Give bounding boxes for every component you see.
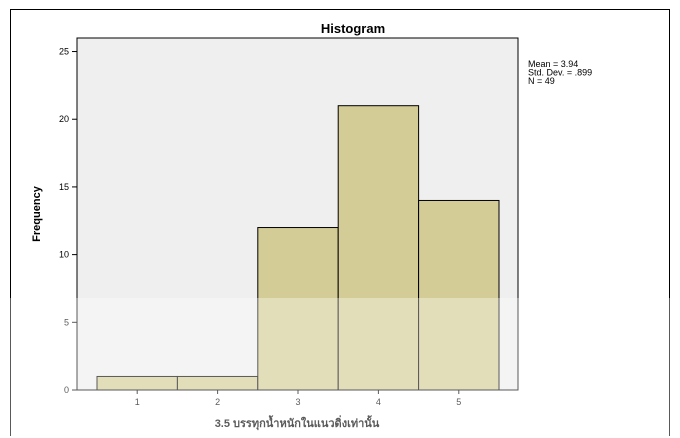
- y-axis-label: Frequency: [31, 185, 43, 242]
- histogram-bar: [257, 227, 339, 391]
- y-tick-label: 0: [64, 385, 69, 395]
- stats-line: N = 49: [528, 76, 555, 86]
- x-tick-label: 1: [135, 397, 140, 407]
- x-axis-label: 3.5 บรรทุกน้ำหนักในแนวดิ่งเท่านั้น: [215, 415, 380, 431]
- histogram-bar: [176, 375, 259, 391]
- y-tick-label: 25: [59, 47, 69, 57]
- histogram-bar: [96, 375, 178, 391]
- stats-line: Mean = 3.94: [528, 59, 578, 69]
- stats-line: Std. Dev. = .899: [528, 68, 592, 78]
- x-tick-label: 5: [456, 397, 461, 407]
- x-tick-label: 3: [295, 397, 300, 407]
- histogram-bar: [418, 199, 500, 391]
- x-tick-label: 4: [376, 397, 381, 407]
- y-tick-label: 5: [64, 317, 69, 327]
- chart-title: Histogram: [321, 21, 385, 36]
- chart-frame: [10, 9, 670, 436]
- y-tick-label: 15: [59, 182, 69, 192]
- y-tick-label: 20: [59, 114, 69, 124]
- histogram-bar: [337, 105, 420, 391]
- x-tick-label: 2: [215, 397, 220, 407]
- y-tick-label: 10: [59, 250, 69, 260]
